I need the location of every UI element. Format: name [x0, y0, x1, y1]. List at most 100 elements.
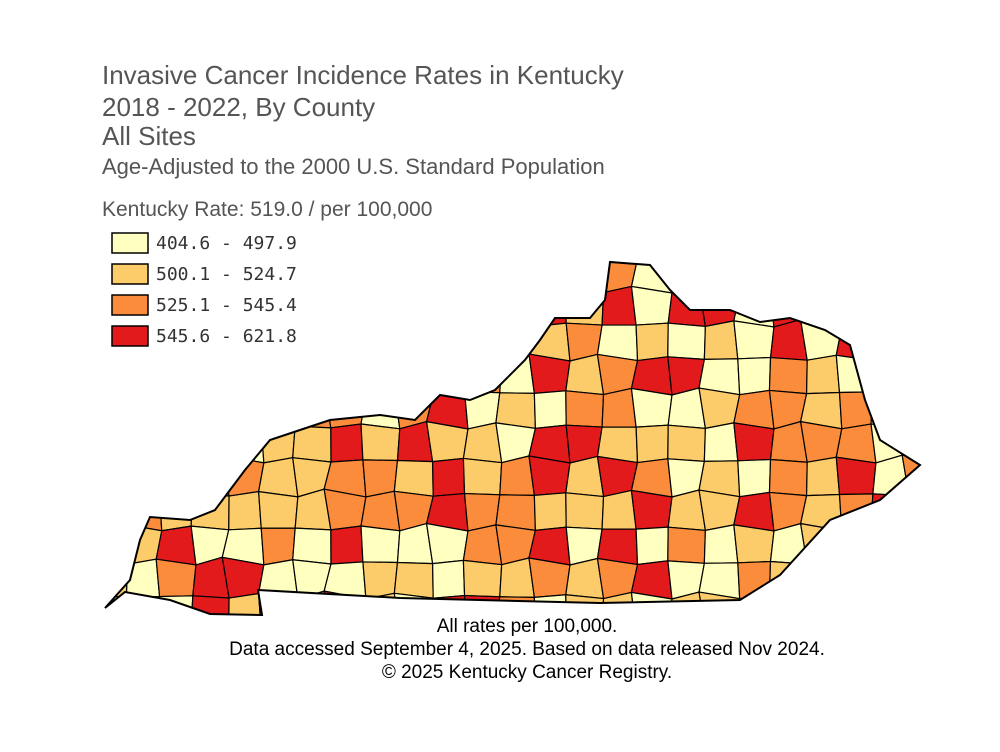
- county: [221, 425, 265, 464]
- county: [425, 288, 469, 328]
- county: [805, 558, 841, 599]
- county: [462, 262, 503, 292]
- county: [119, 391, 163, 430]
- county: [805, 354, 841, 395]
- county: [155, 456, 197, 496]
- county: [838, 493, 874, 532]
- legend: 404.6 - 497.9 500.1 - 524.7 525.1 - 545.4 5…: [111, 232, 297, 347]
- county: [260, 527, 296, 566]
- county: [838, 289, 874, 328]
- county: [158, 391, 194, 430]
- county: [360, 286, 401, 328]
- county: [870, 321, 910, 362]
- county: [870, 595, 910, 615]
- county: [393, 286, 434, 328]
- county: [105, 522, 128, 565]
- county: [737, 262, 772, 294]
- county: [565, 390, 605, 428]
- county: [462, 320, 503, 362]
- footer-line: © 2025 Kentucky Cancer Registry.: [382, 662, 672, 683]
- county: [323, 357, 367, 396]
- legend-label: 404.6 - 497.9: [156, 233, 297, 254]
- legend-swatch: [111, 263, 149, 285]
- county: [630, 285, 673, 326]
- footer-line: Data accessed September 4, 2025. Based o…: [229, 639, 825, 660]
- county: [432, 457, 466, 497]
- county: [635, 322, 669, 362]
- county: [908, 490, 920, 531]
- county: [431, 355, 466, 395]
- county: [462, 422, 503, 464]
- years: 2018 - 2022, By County: [102, 92, 375, 122]
- legend-swatch: [111, 294, 149, 316]
- county: [323, 262, 367, 294]
- legend-label: 500.1 - 524.7: [156, 264, 297, 285]
- county: [323, 488, 367, 531]
- county: [462, 355, 503, 394]
- county: [425, 420, 469, 463]
- county: [360, 592, 401, 615]
- county: [105, 593, 128, 615]
- county: [462, 524, 503, 566]
- county: [190, 423, 230, 464]
- county: [105, 458, 128, 497]
- county: [528, 557, 571, 599]
- county: [805, 456, 841, 497]
- county: [463, 288, 501, 328]
- county: [360, 490, 401, 532]
- county: [799, 420, 843, 463]
- county: [105, 560, 128, 599]
- county: [533, 288, 567, 328]
- county: [601, 489, 637, 530]
- county: [228, 490, 262, 531]
- county: [698, 262, 741, 294]
- legend-swatch: [111, 325, 149, 347]
- county: [292, 527, 332, 565]
- county: [737, 458, 772, 498]
- county: [257, 592, 299, 615]
- county: [292, 323, 332, 361]
- subtitle: Age-Adjusted to the 2000 U.S. Standard P…: [102, 154, 605, 179]
- county: [499, 353, 536, 394]
- county: [294, 590, 332, 615]
- county: [835, 456, 877, 496]
- county: [835, 262, 877, 292]
- county: [155, 558, 197, 598]
- county: [733, 524, 775, 564]
- county: [565, 492, 605, 530]
- county: [257, 355, 299, 396]
- county: [360, 388, 401, 430]
- county: [257, 559, 299, 600]
- county: [768, 356, 808, 395]
- county: [425, 318, 469, 361]
- county: [835, 423, 877, 464]
- county: [192, 454, 230, 497]
- county: [125, 456, 161, 497]
- county: [221, 454, 265, 497]
- county: [323, 590, 367, 615]
- county: [323, 284, 367, 327]
- county: [257, 457, 299, 498]
- county: [425, 522, 469, 565]
- county: [901, 323, 920, 362]
- county: [737, 356, 772, 396]
- county: [393, 357, 434, 395]
- county: [499, 455, 536, 496]
- county: [870, 391, 910, 429]
- county: [362, 357, 399, 396]
- county: [667, 262, 706, 294]
- county: [835, 525, 877, 566]
- county: [908, 389, 920, 429]
- county: [393, 459, 434, 497]
- county: [291, 262, 332, 294]
- county: [360, 525, 401, 564]
- county: [105, 491, 128, 532]
- county: [292, 355, 332, 396]
- county: [635, 424, 669, 464]
- county: [257, 388, 299, 427]
- county: [155, 525, 197, 566]
- title: Invasive Cancer Incidence Rates in Kentu…: [102, 60, 624, 90]
- county: [703, 524, 739, 564]
- county: [838, 595, 874, 615]
